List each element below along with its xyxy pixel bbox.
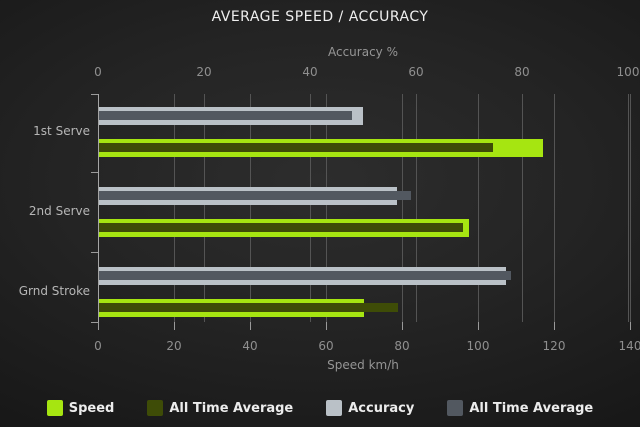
bottom-tick-label: 20: [166, 339, 182, 353]
bottom-axis-tick: [174, 322, 175, 330]
bottom-axis-tick: [630, 322, 631, 330]
legend-swatch-icon: [447, 400, 464, 416]
top-tick-label: 100: [616, 65, 640, 79]
bar-all-time-average-grnd-stroke[interactable]: [99, 271, 512, 280]
bottom-tick-label: 60: [318, 339, 334, 353]
gridline-accuracy: [204, 94, 205, 322]
chart-legend: Speed All Time Average Accuracy All Time Av…: [0, 396, 640, 420]
legend-item-all-time-average[interactable]: All Time Average: [147, 400, 293, 416]
legend-item-all-time-average[interactable]: All Time Average: [447, 400, 593, 416]
category-label: Grnd Stroke: [18, 283, 90, 298]
bottom-axis-title: Speed km/h: [327, 358, 399, 372]
bottom-tick-label: 140: [618, 339, 640, 353]
bar-all-time-average-2nd-serve[interactable]: [99, 223, 463, 232]
top-tick-label: 40: [302, 65, 318, 79]
top-axis-title: Accuracy %: [327, 45, 398, 59]
bottom-axis-tick: [478, 322, 479, 330]
legend-label: Speed: [68, 400, 115, 416]
bottom-axis-tick: [326, 322, 327, 330]
bottom-tick-label: 40: [242, 339, 258, 353]
category-label: 2nd Serve: [28, 203, 90, 218]
bottom-axis-tick: [250, 322, 251, 330]
legend-swatch-icon: [46, 400, 63, 416]
top-tick-label: 80: [514, 65, 530, 79]
legend-item-speed[interactable]: Speed: [46, 400, 115, 416]
legend-label: Accuracy: [348, 400, 415, 416]
y-axis-tick: [91, 94, 98, 95]
bottom-tick-label: 120: [542, 339, 566, 353]
gridline-accuracy: [416, 94, 417, 322]
bottom-tick-label: 100: [466, 339, 490, 353]
gridline-speed: [250, 94, 251, 322]
top-tick-label: 20: [196, 65, 212, 79]
legend-swatch-icon: [147, 400, 164, 416]
gridline-accuracy: [628, 94, 629, 322]
bottom-tick-label: 80: [394, 339, 410, 353]
gridline-speed: [554, 94, 555, 322]
gridline-speed: [630, 94, 631, 322]
bar-all-time-average-1st-serve[interactable]: [99, 143, 494, 152]
y-axis-tick: [91, 322, 98, 323]
gridline-speed: [326, 94, 327, 322]
legend-swatch-icon: [326, 400, 343, 416]
category-label: 1st Serve: [33, 123, 90, 138]
bar-all-time-average-1st-serve[interactable]: [99, 111, 353, 120]
legend-item-accuracy[interactable]: Accuracy: [326, 400, 414, 416]
top-tick-label: 60: [408, 65, 424, 79]
top-tick-label: 0: [94, 65, 102, 79]
legend-label: All Time Average: [469, 400, 594, 416]
bar-all-time-average-2nd-serve[interactable]: [99, 191, 411, 200]
bottom-axis-tick: [554, 322, 555, 330]
y-axis-tick: [91, 251, 98, 253]
y-axis-line: [98, 94, 99, 322]
bottom-axis-tick: [98, 322, 99, 330]
legend-label: All Time Average: [169, 400, 294, 416]
gridline-speed: [174, 94, 175, 322]
y-axis-tick: [91, 171, 98, 173]
gridline-accuracy: [310, 94, 311, 322]
gridline-speed: [478, 94, 479, 322]
bottom-tick-label: 0: [94, 339, 102, 353]
bar-all-time-average-grnd-stroke[interactable]: [99, 303, 399, 312]
gridline-accuracy: [522, 94, 523, 322]
chart-title: AVERAGE SPEED / ACCURACY: [211, 9, 429, 25]
gridline-speed: [402, 94, 403, 322]
bottom-axis-tick: [402, 322, 403, 330]
